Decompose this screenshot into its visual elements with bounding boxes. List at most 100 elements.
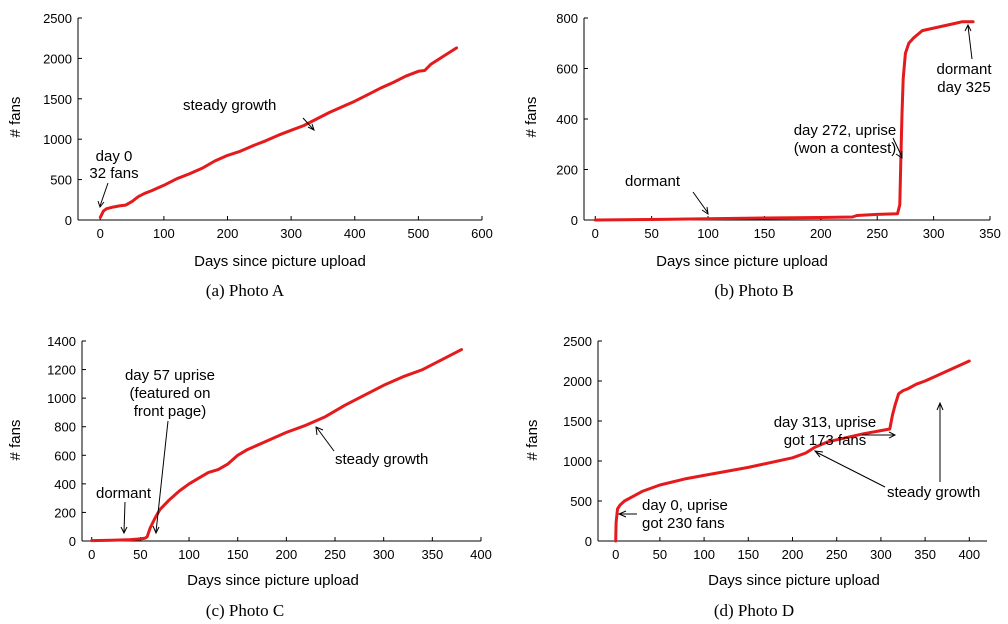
panel-d-series-line <box>614 359 971 543</box>
panel-b: 0 50 100 150 200 250 300 350 0 200 400 600 800 Days… <box>523 11 1001 300</box>
x-tick-label: 100 <box>693 547 715 562</box>
x-tick-label: 0 <box>612 547 619 562</box>
panel-a-annot-steady-growth: steady growth <box>183 97 276 114</box>
panel-c-arrow-steady-growth <box>316 427 335 452</box>
panel-c-x-axis: 0 50 100 150 200 250 300 350 400 <box>82 537 492 562</box>
panel-a-arrow-steady-growth <box>302 117 314 130</box>
panel-c-arrow-day57 <box>155 420 169 533</box>
x-tick-label: 0 <box>592 226 599 241</box>
panel-d-y-axis: 0 500 1000 1500 2000 2500 <box>563 334 602 549</box>
panel-d: 0 50 100 150 200 250 300 350 400 0 500 1000 1500 200… <box>524 334 987 620</box>
x-tick-label: 250 <box>324 547 346 562</box>
x-tick-label: 0 <box>88 547 95 562</box>
y-tick-label: 1000 <box>563 454 592 469</box>
panel-d-annot-day0-line2: got 230 fans <box>642 515 725 532</box>
x-tick-label: 600 <box>471 226 493 241</box>
panel-b-series-line <box>593 20 975 222</box>
panel-b-annot-day325-line2: day 325 <box>937 79 990 96</box>
panel-c-annot-day57-line1: day 57 uprise <box>125 367 215 384</box>
panel-c-annot-dormant: dormant <box>96 485 152 502</box>
panel-b-arrowhead-day272 <box>895 151 903 159</box>
panel-a-y-label: # fans <box>7 97 24 138</box>
x-tick-label: 250 <box>826 547 848 562</box>
x-tick-label: 0 <box>97 226 104 241</box>
y-tick-label: 2500 <box>43 11 72 26</box>
panel-d-arrowhead-day0 <box>617 510 627 518</box>
panel-b-arrow-dormant <box>692 191 709 214</box>
x-tick-label: 300 <box>280 226 302 241</box>
x-tick-label: 250 <box>866 226 888 241</box>
panel-b-annot-day325-line1: dormant <box>936 61 992 78</box>
panel-a-arrowhead-day0 <box>97 200 105 209</box>
x-tick-label: 100 <box>697 226 719 241</box>
panel-b-y-axis: 0 200 400 600 800 <box>556 11 588 228</box>
panel-d-arrowhead-steady-growth-left <box>813 450 824 458</box>
x-tick-label: 200 <box>810 226 832 241</box>
panel-a-arrow-day0 <box>99 182 109 207</box>
panel-b-x-label: Days since picture upload <box>656 253 828 270</box>
panel-a-x-axis: 0 100 200 300 400 500 600 <box>78 216 493 241</box>
panel-a-x-label: Days since picture upload <box>194 253 366 270</box>
y-tick-label: 800 <box>556 11 578 26</box>
y-tick-label: 200 <box>556 163 578 178</box>
x-tick-label: 200 <box>782 547 804 562</box>
panel-d-arrowhead-steady-growth-right <box>936 401 944 411</box>
panel-d-annot-day313-line1: day 313, uprise <box>774 414 877 431</box>
y-tick-label: 1500 <box>563 414 592 429</box>
y-tick-label: 1200 <box>47 363 76 378</box>
x-tick-label: 400 <box>958 547 980 562</box>
x-tick-label: 300 <box>923 226 945 241</box>
x-tick-label: 150 <box>737 547 759 562</box>
x-tick-label: 400 <box>344 226 366 241</box>
x-tick-label: 50 <box>653 547 667 562</box>
y-tick-label: 2500 <box>563 334 592 349</box>
y-tick-label: 400 <box>556 112 578 127</box>
panel-a-series-line <box>98 46 459 219</box>
panel-b-annot-day272-line1: day 272, uprise <box>794 122 897 139</box>
y-tick-label: 600 <box>556 62 578 77</box>
y-tick-label: 1000 <box>47 391 76 406</box>
panel-d-x-axis: 0 50 100 150 200 250 300 350 400 <box>598 537 987 562</box>
x-tick-label: 50 <box>644 226 658 241</box>
y-tick-label: 0 <box>571 213 578 228</box>
panel-c-y-label: # fans <box>7 420 24 461</box>
panel-c-caption: (c) Photo C <box>206 601 284 620</box>
panel-b-arrow-day272 <box>892 137 903 158</box>
x-tick-label: 200 <box>217 226 239 241</box>
panel-c-series-line <box>90 348 463 543</box>
y-tick-label: 2000 <box>563 374 592 389</box>
x-tick-label: 350 <box>914 547 936 562</box>
panel-c-annot-day57-line3: front page) <box>134 403 207 420</box>
y-tick-label: 200 <box>54 505 76 520</box>
y-tick-label: 600 <box>54 448 76 463</box>
panel-d-annot-day313-line2: got 173 fans <box>784 432 867 449</box>
panel-b-x-axis: 0 50 100 150 200 250 300 350 <box>584 216 1001 241</box>
panel-b-y-label: # fans <box>523 97 540 138</box>
panel-d-annot-steady-growth: steady growth <box>887 484 980 501</box>
x-tick-label: 300 <box>870 547 892 562</box>
y-tick-label: 1000 <box>43 132 72 147</box>
panel-d-arrowhead-day313 <box>888 431 897 439</box>
panel-a-annot-day0-line2: 32 fans <box>89 165 138 182</box>
panel-d-caption: (d) Photo D <box>714 601 794 620</box>
y-tick-label: 500 <box>50 173 72 188</box>
panel-c-y-axis: 0 200 400 600 800 1000 1200 1400 <box>47 334 86 549</box>
y-tick-label: 800 <box>54 420 76 435</box>
panel-a-arrowhead-steady-growth <box>307 123 315 131</box>
y-tick-label: 0 <box>69 534 76 549</box>
panel-c: 0 50 100 150 200 250 300 350 400 0 200 400 600 800 10… <box>7 334 492 620</box>
panel-c-annot-day57-line2: (featured on <box>130 385 211 402</box>
y-tick-label: 1400 <box>47 334 76 349</box>
panel-c-x-label: Days since picture upload <box>187 572 359 589</box>
x-tick-label: 150 <box>754 226 776 241</box>
panel-c-arrow-dormant <box>123 501 126 533</box>
x-tick-label: 500 <box>408 226 430 241</box>
panel-d-x-label: Days since picture upload <box>708 572 880 589</box>
panel-b-annot-dormant: dormant <box>625 173 681 190</box>
x-tick-label: 400 <box>470 547 492 562</box>
y-tick-label: 2000 <box>43 51 72 66</box>
panel-b-caption: (b) Photo B <box>714 281 793 300</box>
x-tick-label: 100 <box>178 547 200 562</box>
panel-c-arrowhead-dormant <box>120 526 128 535</box>
